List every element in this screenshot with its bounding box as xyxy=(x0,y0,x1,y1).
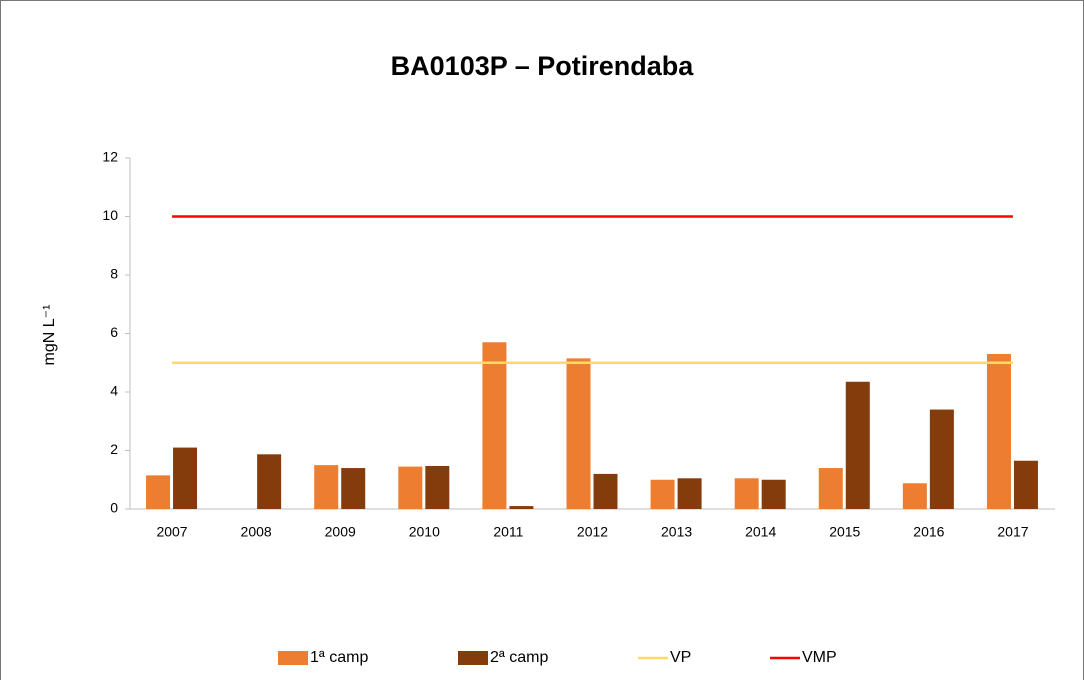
bar xyxy=(986,353,1011,509)
chart-title: BA0103P – Potirendaba xyxy=(391,51,695,81)
legend-label: 2ª camp xyxy=(490,649,548,666)
x-tick-label: 2015 xyxy=(829,524,860,540)
bar xyxy=(845,381,870,509)
bar xyxy=(1013,460,1038,509)
y-tick-label: 4 xyxy=(110,383,118,399)
y-tick-label: 12 xyxy=(102,149,118,165)
x-tick-label: 2007 xyxy=(156,524,187,540)
legend-label: VP xyxy=(670,649,691,666)
bar xyxy=(482,342,507,509)
bar xyxy=(146,475,171,509)
legend-label: VMP xyxy=(802,649,837,666)
bar xyxy=(173,447,198,509)
legend-label: 1ª camp xyxy=(310,649,368,666)
bar xyxy=(818,468,843,509)
bar xyxy=(734,478,759,509)
y-tick-label: 6 xyxy=(110,324,118,340)
y-tick-label: 8 xyxy=(110,266,118,282)
x-tick-label: 2013 xyxy=(661,524,692,540)
x-tick-label: 2014 xyxy=(745,524,776,540)
bar xyxy=(425,466,450,509)
bar xyxy=(341,468,366,509)
x-tick-label: 2017 xyxy=(997,524,1028,540)
x-tick-label: 2012 xyxy=(577,524,608,540)
legend-swatch xyxy=(278,651,308,665)
bar xyxy=(593,473,618,509)
legend-swatch xyxy=(458,651,488,665)
bar xyxy=(566,358,591,509)
x-tick-label: 2010 xyxy=(409,524,440,540)
y-tick-label: 10 xyxy=(102,207,118,223)
bar xyxy=(650,479,675,509)
bar xyxy=(509,506,534,509)
bar xyxy=(902,483,927,509)
bar xyxy=(761,479,786,509)
bar xyxy=(257,454,282,509)
x-tick-label: 2016 xyxy=(913,524,944,540)
x-tick-label: 2008 xyxy=(241,524,272,540)
x-tick-label: 2009 xyxy=(325,524,356,540)
y-tick-label: 0 xyxy=(110,500,118,516)
bar xyxy=(398,466,423,509)
y-axis-label: mgN L⁻¹ xyxy=(41,305,58,366)
y-tick-label: 2 xyxy=(110,441,118,457)
x-tick-label: 2011 xyxy=(493,524,523,540)
bar xyxy=(314,465,339,509)
bar xyxy=(677,478,702,509)
bar xyxy=(929,409,954,509)
